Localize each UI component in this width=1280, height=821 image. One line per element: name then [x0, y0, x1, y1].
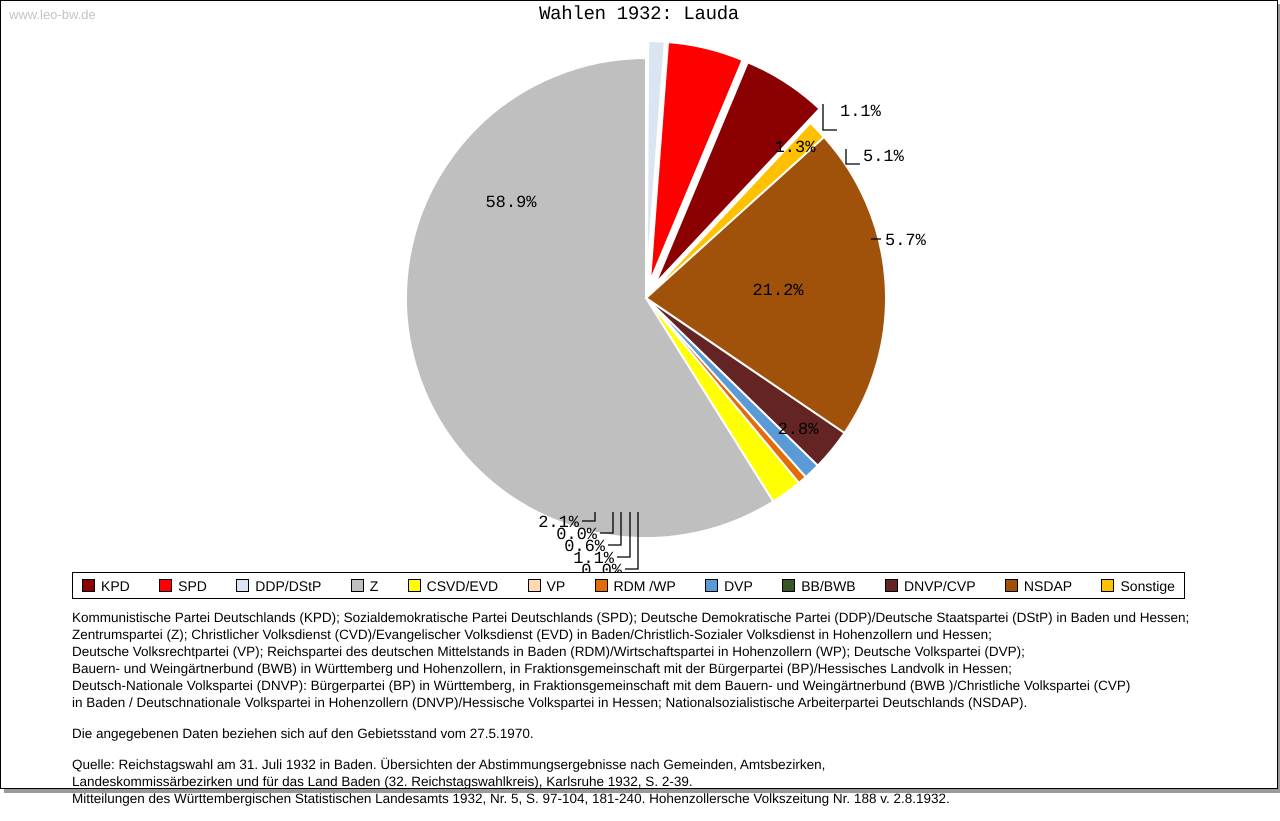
svg-text:58.9%: 58.9%	[485, 194, 537, 213]
svg-text:21.2%: 21.2%	[752, 282, 804, 301]
svg-text:1.1%: 1.1%	[840, 103, 882, 122]
svg-text:5.1%: 5.1%	[863, 148, 905, 167]
svg-text:2.8%: 2.8%	[778, 421, 820, 440]
svg-text:1.3%: 1.3%	[775, 139, 817, 158]
svg-text:5.7%: 5.7%	[885, 232, 927, 251]
